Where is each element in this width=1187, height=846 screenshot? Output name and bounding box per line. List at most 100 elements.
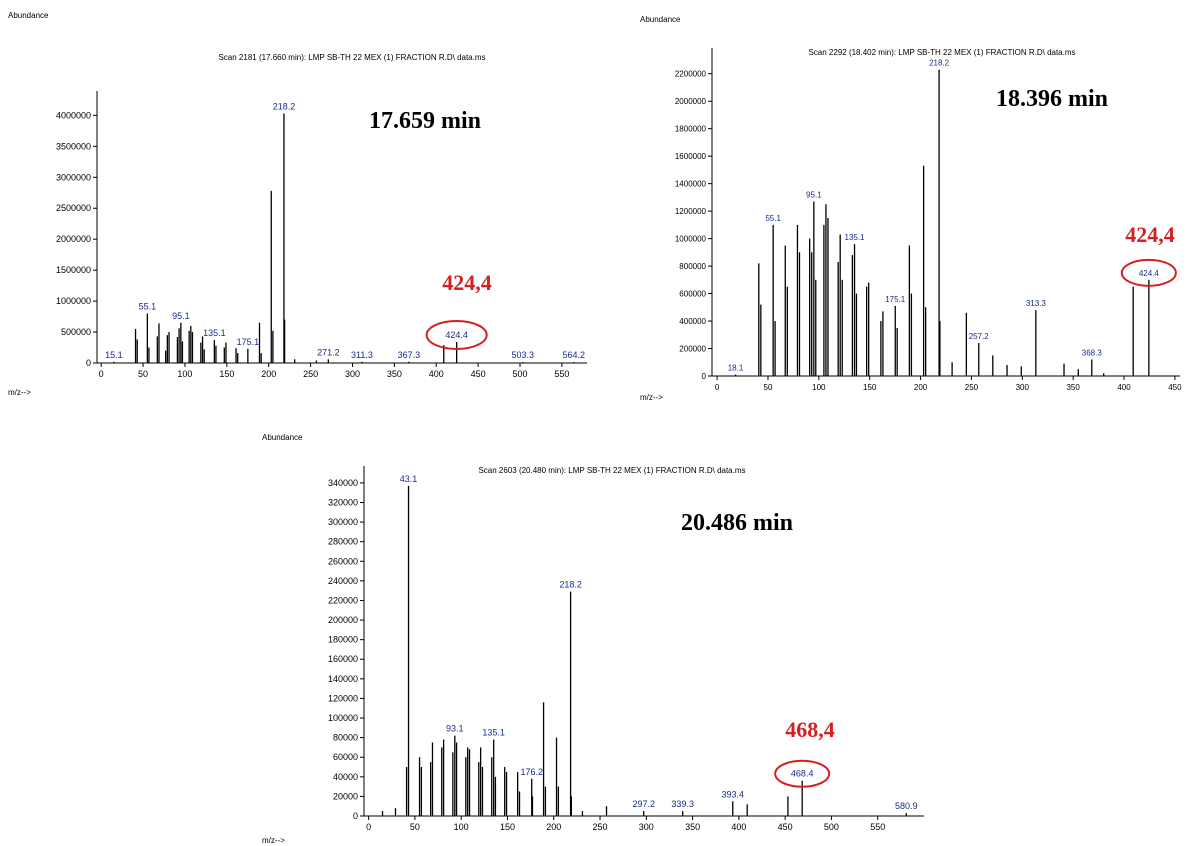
peak-mz-label: 367.3 [398, 350, 421, 360]
y-tick-label: 1800000 [675, 125, 707, 134]
x-tick-label: 100 [454, 822, 469, 832]
peak-mz-label: 135.1 [203, 328, 226, 338]
peak-mz-label: 55.1 [139, 301, 157, 311]
peak-mz-label: 580.9 [895, 801, 918, 811]
chart-title: Scan 2181 (17.660 min): LMP SB-TH 22 MEX… [218, 53, 485, 62]
y-tick-label: 40000 [333, 772, 358, 782]
x-tick-label: 200 [546, 822, 561, 832]
peak-mz-label: 368.3 [1082, 349, 1103, 358]
highlight-mz-annotation: 424,4 [1125, 222, 1175, 247]
y-tick-label: 1000000 [675, 235, 707, 244]
retention-time-annotation: 18.396 min [996, 86, 1108, 112]
x-tick-label: 450 [471, 369, 486, 379]
y-tick-label: 1200000 [675, 207, 707, 216]
y-tick-label: 220000 [328, 595, 358, 605]
x-tick-label: 450 [1168, 383, 1182, 392]
y-tick-label: 2200000 [675, 70, 707, 79]
y-tick-label: 2000000 [675, 97, 707, 106]
peak-mz-label: 95.1 [172, 311, 190, 321]
highlight-mz-annotation: 424,4 [442, 270, 492, 295]
x-tick-label: 150 [863, 383, 877, 392]
peak-mz-label: 18.1 [728, 364, 744, 373]
x-tick-label: 550 [870, 822, 885, 832]
x-tick-label: 250 [965, 383, 979, 392]
highlight-circle [425, 319, 488, 350]
y-tick-label: 500000 [61, 327, 91, 337]
x-tick-label: 400 [1117, 383, 1131, 392]
x-tick-label: 300 [1016, 383, 1030, 392]
x-tick-label: 200 [914, 383, 928, 392]
peak-mz-label: 313.3 [1026, 299, 1047, 308]
y-tick-label: 260000 [328, 556, 358, 566]
x-tick-label: 50 [410, 822, 420, 832]
x-tick-label: 500 [512, 369, 527, 379]
y-tick-label: 20000 [333, 791, 358, 801]
y-tick-label: 340000 [328, 478, 358, 488]
x-tick-label: 250 [303, 369, 318, 379]
x-tick-label: 200 [261, 369, 276, 379]
peak-mz-label: 271.2 [317, 347, 340, 357]
peak-mz-label: 135.1 [845, 233, 866, 242]
x-tick-label: 350 [685, 822, 700, 832]
y-tick-label: 1600000 [675, 152, 707, 161]
x-tick-label: 300 [639, 822, 654, 832]
y-tick-label: 4000000 [56, 110, 91, 120]
retention-time-annotation: 17.659 min [369, 108, 481, 134]
y-tick-label: 200000 [328, 615, 358, 625]
retention-time-annotation: 20.486 min [681, 510, 793, 536]
y-axis-label: Abundance [8, 11, 49, 20]
peak-mz-label: 135.1 [482, 728, 505, 738]
peak-mz-label: 15.1 [105, 350, 123, 360]
peak-mz-label: 311.3 [351, 350, 373, 360]
x-tick-label: 100 [812, 383, 826, 392]
y-axis-label: Abundance [262, 433, 303, 442]
y-tick-label: 2000000 [56, 234, 91, 244]
highlight-circle [774, 759, 831, 788]
peak-mz-label: 175.1 [237, 337, 260, 347]
peak-mz-label: 339.3 [671, 799, 694, 809]
peak-mz-label: 175.1 [885, 295, 906, 304]
y-tick-label: 200000 [679, 345, 706, 354]
y-tick-label: 60000 [333, 752, 358, 762]
chart-title: Scan 2603 (20.480 min): LMP SB-TH 22 MEX… [478, 466, 745, 475]
x-tick-label: 50 [138, 369, 148, 379]
peak-mz-label: 297.2 [632, 799, 655, 809]
x-tick-label: 450 [778, 822, 793, 832]
y-tick-label: 1400000 [675, 180, 707, 189]
x-tick-label: 50 [764, 383, 773, 392]
y-tick-label: 160000 [328, 654, 358, 664]
y-tick-label: 1000000 [56, 296, 91, 306]
y-tick-label: 320000 [328, 497, 358, 507]
peak-mz-label: 95.1 [806, 191, 822, 200]
y-tick-label: 2500000 [56, 203, 91, 213]
x-tick-label: 550 [554, 369, 569, 379]
y-tick-label: 1500000 [56, 265, 91, 275]
x-tick-label: 350 [1066, 383, 1080, 392]
x-tick-label: 150 [500, 822, 515, 832]
peak-mz-label: 503.3 [511, 350, 534, 360]
y-tick-label: 0 [86, 358, 91, 368]
y-tick-label: 0 [702, 372, 707, 381]
x-tick-label: 400 [731, 822, 746, 832]
peak-mz-label: 43.1 [400, 474, 418, 484]
y-axis-label: Abundance [640, 15, 681, 24]
peak-mz-label: 468.4 [791, 769, 814, 779]
peak-mz-label: 218.2 [559, 580, 582, 590]
x-tick-label: 0 [99, 369, 104, 379]
x-axis-label: m/z--> [640, 393, 663, 402]
y-tick-label: 800000 [679, 262, 706, 271]
peak-mz-label: 176.2 [520, 767, 543, 777]
y-tick-label: 400000 [679, 317, 706, 326]
x-tick-label: 400 [429, 369, 444, 379]
y-tick-label: 240000 [328, 576, 358, 586]
peak-mz-label: 218.2 [929, 59, 950, 68]
x-tick-label: 350 [387, 369, 402, 379]
x-axis-label: m/z--> [8, 388, 31, 397]
x-axis-label: m/z--> [262, 836, 285, 845]
peak-mz-label: 55.1 [765, 214, 781, 223]
y-tick-label: 0 [353, 811, 358, 821]
highlight-circle [1120, 258, 1177, 287]
x-tick-label: 0 [715, 383, 720, 392]
peak-mz-label: 424.4 [1139, 269, 1160, 278]
y-tick-label: 180000 [328, 635, 358, 645]
